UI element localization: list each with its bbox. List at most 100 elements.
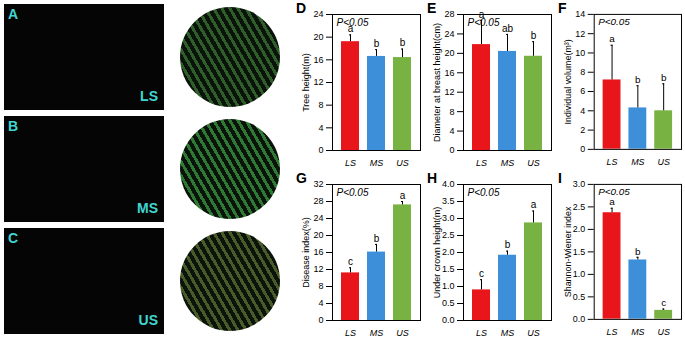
svg-text:8: 8 [318,100,323,110]
svg-text:1.5: 1.5 [573,247,585,257]
svg-text:P<0.05: P<0.05 [598,186,630,197]
svg-text:0.5: 0.5 [573,292,585,302]
svg-text:MS: MS [370,328,384,338]
svg-text:a: a [531,199,537,210]
svg-text:P<0.05: P<0.05 [337,17,369,28]
svg-text:16: 16 [313,55,323,65]
svg-text:LS: LS [607,157,618,167]
svg-text:MS: MS [501,328,515,338]
svg-text:12: 12 [313,77,323,87]
svg-text:3.5: 3.5 [442,196,455,206]
svg-text:ab: ab [502,23,514,34]
svg-text:8: 8 [318,281,323,291]
svg-text:b: b [531,30,537,41]
svg-text:24: 24 [444,29,454,39]
svg-text:MS: MS [370,158,384,168]
svg-text:4: 4 [449,126,454,136]
svg-text:1.5: 1.5 [442,264,455,274]
svg-text:b: b [635,74,641,85]
svg-text:16: 16 [313,247,323,257]
svg-text:24: 24 [313,9,323,19]
svg-text:4: 4 [318,123,323,133]
svg-text:c: c [661,297,666,308]
svg-text:P<0.05: P<0.05 [337,187,369,198]
svg-text:MS: MS [631,327,644,337]
svg-text:US: US [527,158,540,168]
svg-text:16: 16 [444,68,454,78]
svg-text:LS: LS [476,158,487,168]
svg-text:Tree height(m): Tree height(m) [301,53,311,112]
svg-text:28: 28 [313,196,323,206]
svg-text:b: b [505,239,511,250]
svg-text:10: 10 [575,48,585,58]
svg-text:4: 4 [580,106,585,116]
svg-text:b: b [661,72,667,83]
svg-text:2.0: 2.0 [573,224,585,234]
svg-text:P<0.05: P<0.05 [598,16,630,27]
svg-text:b: b [374,38,380,49]
svg-text:US: US [657,327,669,337]
svg-text:0: 0 [318,315,323,325]
svg-text:0.0: 0.0 [573,314,585,324]
svg-text:4: 4 [318,298,323,308]
svg-text:28: 28 [444,9,454,19]
svg-text:0.5: 0.5 [442,298,455,308]
svg-text:0: 0 [318,145,323,155]
html-text:C: C [8,230,19,246]
html-text:MS: MS [137,200,158,216]
svg-text:4.0: 4.0 [442,179,455,189]
svg-text:8: 8 [449,107,454,117]
html-text:A: A [8,6,19,22]
svg-text:32: 32 [313,179,323,189]
svg-text:Individual volume(m³): Individual volume(m³) [563,39,573,124]
svg-text:MS: MS [631,157,644,167]
svg-text:2.5: 2.5 [442,230,455,240]
svg-text:2.0: 2.0 [442,247,455,257]
svg-text:a: a [609,196,615,207]
svg-text:MS: MS [501,158,515,168]
svg-text:c: c [348,256,353,267]
svg-text:LS: LS [345,158,356,168]
svg-text:20: 20 [313,230,323,240]
svg-text:20: 20 [313,32,323,42]
svg-text:0: 0 [449,145,454,155]
html-text:LS: LS [140,88,158,104]
svg-text:3.0: 3.0 [442,213,455,223]
svg-text:US: US [657,157,669,167]
svg-text:0.0: 0.0 [442,315,455,325]
svg-text:US: US [527,328,540,338]
svg-text:b: b [374,233,380,244]
svg-text:3.0: 3.0 [573,179,585,189]
svg-text:1.0: 1.0 [573,269,585,279]
html-text:US: US [138,312,158,328]
svg-text:6: 6 [580,86,585,96]
svg-text:P<0.05: P<0.05 [468,17,500,28]
svg-text:b: b [400,37,406,48]
svg-text:Shannon-Wiener index: Shannon-Wiener index [563,206,573,297]
svg-text:LS: LS [476,328,487,338]
svg-text:14: 14 [575,9,585,19]
svg-text:Disease index(%): Disease index(%) [301,217,311,288]
svg-text:c: c [479,268,484,279]
svg-text:8: 8 [580,67,585,77]
svg-text:LS: LS [607,327,618,337]
svg-text:12: 12 [444,87,454,97]
svg-text:a: a [609,33,615,44]
svg-text:2: 2 [580,125,585,135]
svg-text:Diameter at breast height(cm): Diameter at breast height(cm) [432,23,442,142]
svg-text:US: US [396,328,409,338]
svg-text:Under crown height(m): Under crown height(m) [432,207,442,299]
svg-text:US: US [396,158,409,168]
svg-text:b: b [635,246,641,257]
svg-text:LS: LS [345,328,356,338]
svg-text:P<0.05: P<0.05 [468,187,500,198]
svg-text:2.5: 2.5 [573,202,585,212]
svg-text:20: 20 [444,48,454,58]
svg-text:1.0: 1.0 [442,281,455,291]
svg-text:24: 24 [313,213,323,223]
svg-text:12: 12 [313,264,323,274]
svg-text:12: 12 [575,29,585,39]
html-text:B: B [8,118,19,134]
svg-text:a: a [400,190,406,201]
svg-text:0: 0 [580,144,585,154]
